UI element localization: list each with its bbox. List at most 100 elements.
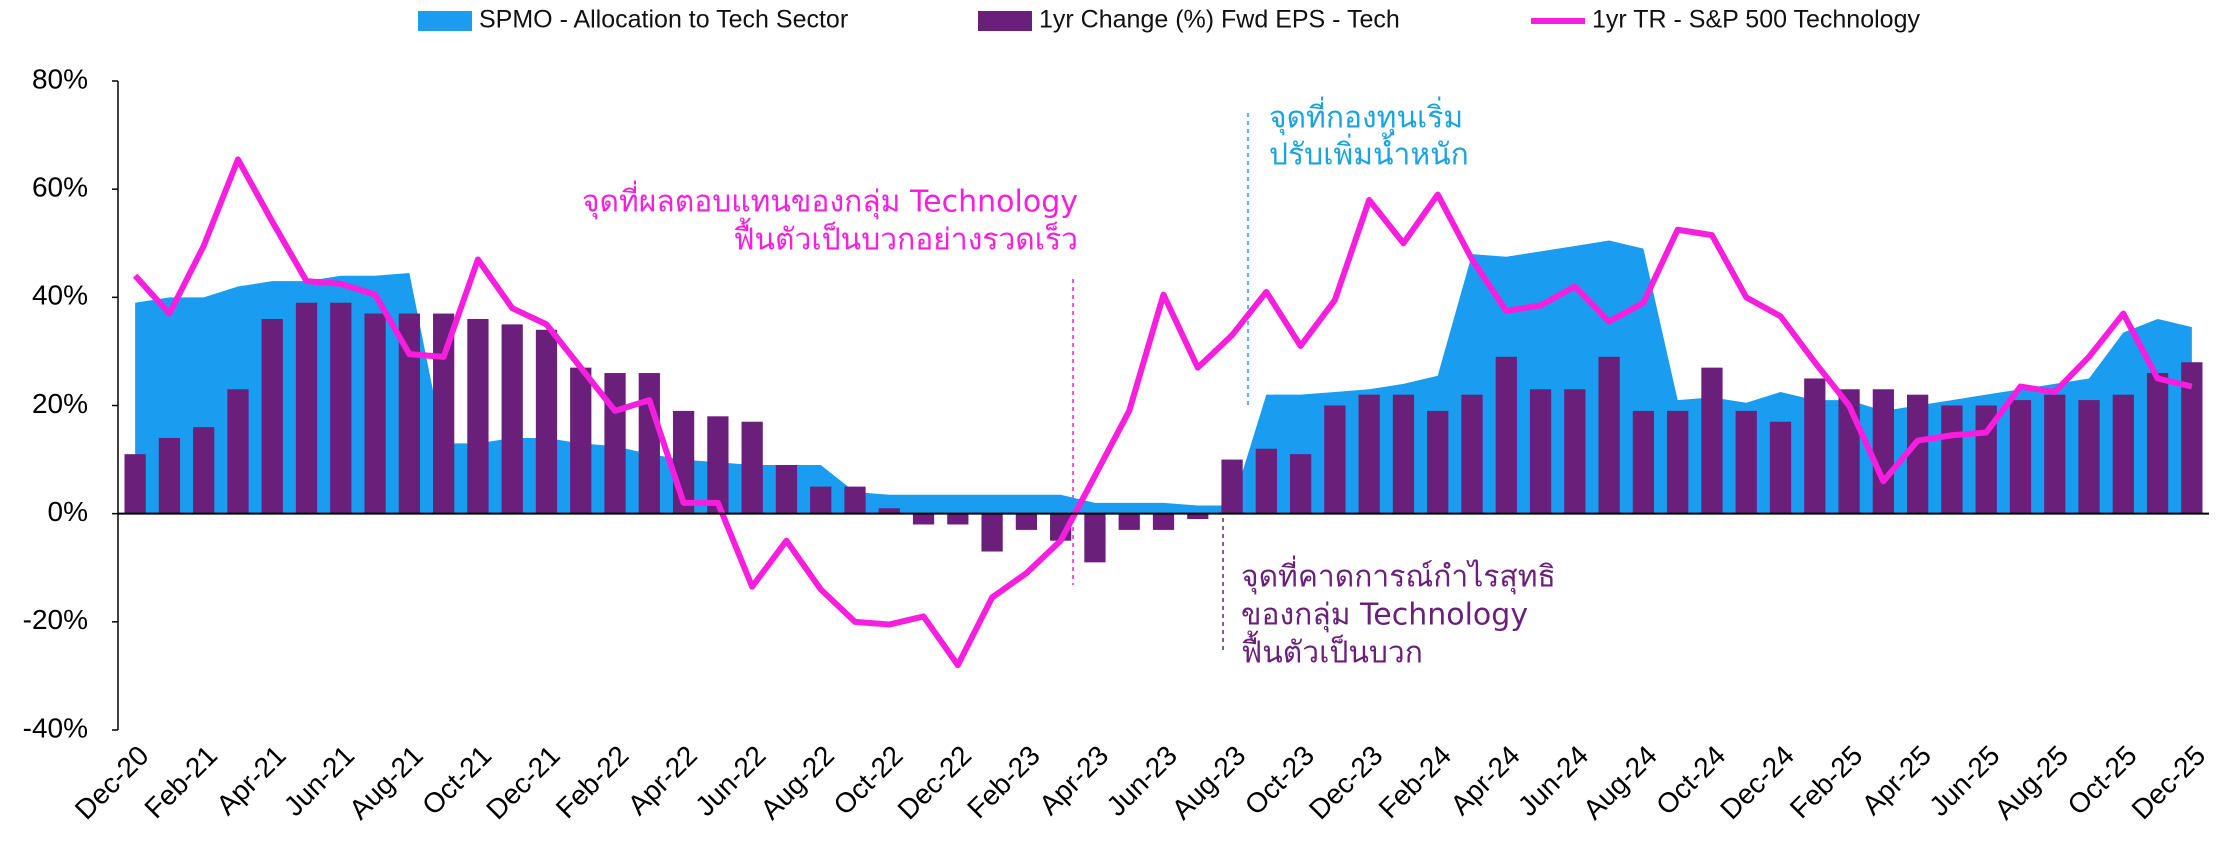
x-tick-label: Aug-23 bbox=[1166, 740, 1252, 826]
bar bbox=[1255, 448, 1277, 514]
bar bbox=[158, 437, 181, 514]
bar bbox=[433, 313, 455, 514]
line bbox=[132, 156, 2193, 669]
annotation: จุดที่ผลตอบแทนของกลุ่ม Technology bbox=[582, 181, 1078, 221]
bar bbox=[261, 318, 283, 514]
x-tick-label: Dec-20 bbox=[69, 740, 155, 826]
bar bbox=[2044, 394, 2066, 514]
x-tick-label: Apr-22 bbox=[622, 740, 703, 821]
legend-swatch bbox=[978, 11, 1032, 31]
legend-label: SPMO - Allocation to Tech Sector bbox=[479, 6, 848, 34]
bar bbox=[535, 329, 558, 514]
bar bbox=[878, 508, 900, 514]
x-tick-label: Feb-22 bbox=[550, 740, 635, 825]
bar bbox=[604, 373, 626, 514]
x-tick-label: Aug-24 bbox=[1577, 740, 1663, 826]
bar bbox=[227, 389, 249, 514]
bar bbox=[1941, 405, 1963, 514]
bar bbox=[1735, 410, 1757, 514]
bar bbox=[1495, 356, 1517, 514]
x-tick-label: Feb-25 bbox=[1784, 740, 1869, 825]
y-tick-label: 60% bbox=[32, 172, 88, 203]
bar bbox=[2181, 362, 2203, 514]
bar bbox=[501, 324, 523, 514]
legend-label: 1yr Change (%) Fwd EPS - Tech bbox=[1039, 6, 1400, 34]
bar bbox=[1461, 394, 1483, 514]
annotation: ฟื้นตัวเป็นบวก bbox=[1241, 631, 1423, 671]
bar bbox=[295, 302, 318, 514]
bar bbox=[707, 416, 729, 514]
y-tick-label: 40% bbox=[32, 280, 88, 311]
bar bbox=[1221, 459, 1243, 514]
bar bbox=[1804, 378, 1826, 514]
legend-swatch bbox=[418, 11, 472, 31]
bar bbox=[844, 486, 866, 514]
bar bbox=[1358, 394, 1380, 514]
bar bbox=[1564, 389, 1586, 514]
bar bbox=[1529, 389, 1552, 514]
bar bbox=[1324, 405, 1346, 514]
bar bbox=[1907, 394, 1929, 514]
x-tick-label: Apr-21 bbox=[210, 740, 291, 821]
y-tick-label: 0% bbox=[48, 496, 88, 527]
annotation: ของกลุ่ม Technology bbox=[1241, 598, 1528, 634]
bar bbox=[398, 313, 420, 514]
annotation: ฟื้นตัวเป็นบวกอย่างรวดเร็ว bbox=[733, 218, 1078, 258]
annotation: จุดที่กองทุนเริ่ม bbox=[1269, 97, 1463, 137]
bar bbox=[1872, 389, 1894, 514]
bar bbox=[1392, 394, 1415, 514]
bar bbox=[1632, 410, 1655, 514]
x-tick-label: Dec-22 bbox=[892, 740, 978, 826]
line-layer bbox=[132, 156, 2193, 669]
annotation: ปรับเพิ่มน้ำหนัก bbox=[1269, 133, 1469, 173]
bar bbox=[638, 373, 660, 514]
bar-layer bbox=[124, 302, 2203, 563]
x-tick-label: Feb-23 bbox=[961, 740, 1046, 825]
x-tick-label: Aug-21 bbox=[343, 740, 429, 826]
bar bbox=[1667, 410, 1689, 514]
x-tick-label: Dec-25 bbox=[2126, 740, 2212, 826]
y-tick-label: 80% bbox=[32, 63, 88, 94]
bar bbox=[810, 486, 832, 514]
bar bbox=[2112, 394, 2134, 514]
bar bbox=[947, 513, 969, 525]
annotation: จุดที่คาดการณ์กำไรสุทธิ bbox=[1241, 556, 1556, 596]
x-tick-label: Feb-24 bbox=[1373, 740, 1458, 825]
bar bbox=[775, 464, 798, 514]
x-tick-label: Apr-24 bbox=[1444, 740, 1525, 821]
x-tick-label: Dec-23 bbox=[1303, 740, 1389, 826]
bar bbox=[2009, 400, 2032, 514]
bar bbox=[1118, 513, 1140, 530]
bar bbox=[1427, 410, 1449, 514]
x-tick-label: Apr-25 bbox=[1856, 740, 1937, 821]
bar bbox=[124, 454, 146, 514]
x-tick-label: Apr-23 bbox=[1033, 740, 1114, 821]
bar bbox=[1289, 454, 1312, 514]
bar bbox=[570, 367, 592, 514]
bar bbox=[1598, 356, 1620, 514]
x-tick-label: Aug-25 bbox=[1988, 740, 2074, 826]
x-tick-label: Feb-21 bbox=[139, 740, 224, 825]
x-tick-label: Aug-22 bbox=[754, 740, 840, 826]
bar bbox=[1015, 513, 1038, 530]
bar bbox=[467, 318, 489, 514]
bar bbox=[1769, 421, 1792, 514]
bar bbox=[1701, 367, 1723, 514]
bar bbox=[1084, 513, 1106, 563]
bar bbox=[1152, 513, 1175, 530]
y-tick-label: 20% bbox=[32, 388, 88, 419]
bar bbox=[193, 427, 215, 514]
bar bbox=[2078, 400, 2100, 514]
bar bbox=[1187, 513, 1209, 520]
bar bbox=[741, 421, 763, 514]
bar bbox=[2146, 373, 2169, 514]
bar bbox=[981, 513, 1003, 552]
x-tick-label: Dec-21 bbox=[480, 740, 566, 826]
bar bbox=[364, 313, 386, 514]
bar bbox=[912, 513, 935, 525]
y-tick-label: -20% bbox=[23, 604, 88, 635]
bar bbox=[330, 302, 352, 514]
y-tick-label: -40% bbox=[23, 712, 88, 743]
legend-label: 1yr TR - S&P 500 Technology bbox=[1592, 6, 1920, 34]
